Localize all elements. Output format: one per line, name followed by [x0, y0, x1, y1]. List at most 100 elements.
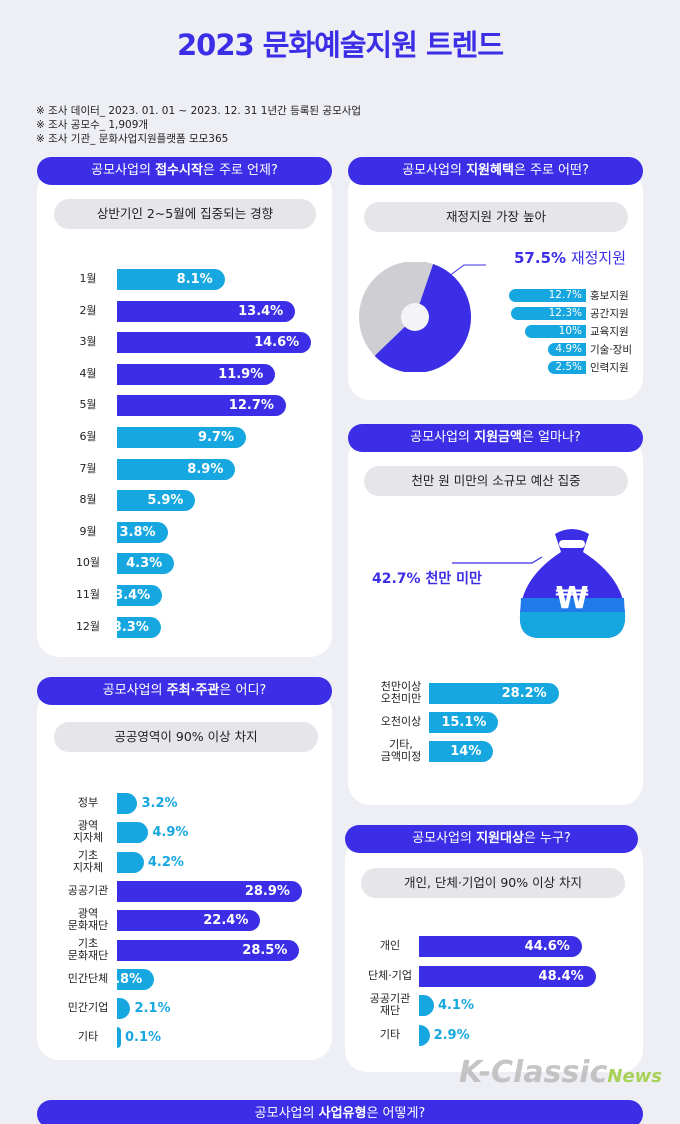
category-label: 6월	[79, 430, 97, 443]
pie-main-name: 재정지원	[570, 249, 627, 267]
category-label: 10월	[75, 556, 101, 570]
legend-bar: 2.5%	[548, 361, 586, 374]
value-label: 3.4%	[114, 588, 151, 603]
tab-bold: 지원대상	[476, 831, 524, 846]
category-label: 7월	[79, 461, 97, 475]
data-bar	[117, 458, 236, 480]
category-label: 2월	[79, 303, 97, 317]
category-label: 공공기관 재단	[369, 992, 411, 1017]
category-label: 민간단체	[67, 971, 109, 985]
value-label: 15.1%	[441, 715, 487, 730]
value-label: 3.2%	[141, 796, 178, 811]
tab-text: 은 주로 언제?	[202, 163, 278, 178]
callout-line	[452, 556, 543, 564]
category-label: 정부	[77, 796, 99, 809]
value-label: 8.9%	[187, 461, 224, 477]
amount-main-label: 42.7% 천만 미만	[372, 571, 482, 587]
category-label: 광역 지자체	[72, 819, 104, 845]
won-symbol: ₩	[555, 581, 588, 616]
value-label: 28.2%	[501, 686, 547, 701]
category-label: 기타	[379, 1027, 401, 1041]
legend-bar: 4.9%	[548, 343, 586, 356]
summary-pill: 공공영역이 90% 이상 차지	[54, 722, 318, 752]
tab-text: 은 얼마나?	[521, 430, 581, 445]
value-label: 3.3%	[112, 619, 149, 635]
category-label: 민간기업	[67, 1001, 109, 1015]
value-label: 14%	[450, 744, 482, 759]
tab-bold: 주최·주관	[166, 683, 220, 698]
data-bar	[117, 968, 155, 990]
data-bar	[117, 616, 161, 638]
value-label: 4.9%	[152, 825, 189, 841]
tab-business-type: 공모사업의 사업유형은 어떻게?	[37, 1100, 643, 1124]
data-bar	[117, 793, 138, 814]
legend-label: 홍보지원	[590, 290, 629, 302]
tab-text: 은 주로 어떤?	[513, 163, 589, 178]
tab-benefit: 공모사업의 지원혜택은 주로 어떤?	[348, 157, 643, 185]
category-label: 5월	[79, 398, 97, 412]
category-label: 광역 문화재단	[67, 907, 109, 933]
legend-label: 교육지원	[590, 326, 629, 338]
tab-bold: 지원혜택	[466, 163, 514, 178]
data-bar	[117, 490, 196, 512]
value-label: 2.9%	[433, 1027, 470, 1043]
summary-pill: 재정지원 가장 높아	[364, 202, 628, 232]
legend-label: 인력지원	[590, 362, 629, 374]
pie-main-label: 57.5% 재정지원	[514, 247, 626, 268]
category-label: 단체·기업	[368, 968, 412, 982]
tab-target: 공모사업의 지원대상은 누구?	[345, 825, 638, 853]
data-bar	[429, 712, 499, 733]
value-label: 12.7%	[228, 398, 274, 414]
legend-label: 기술·장비	[590, 344, 632, 356]
value-label: 11.9%	[218, 366, 264, 382]
data-bar	[117, 851, 144, 873]
value-label: 44.6%	[524, 939, 570, 954]
tab-text: 은 어디?	[219, 683, 267, 698]
tab-start-month: 공모사업의 접수시작은 주로 언제?	[37, 157, 332, 185]
value-label: 48.4%	[538, 968, 584, 984]
category-label: 개인	[379, 939, 401, 952]
value-label: 2.1%	[134, 1001, 171, 1017]
category-label: 천만이상 오천미만	[380, 680, 422, 705]
value-label: 3.8%	[119, 524, 156, 540]
pie-callout	[440, 264, 486, 283]
data-bar	[117, 822, 149, 844]
category-label: 4월	[79, 366, 97, 380]
category-label: 11월	[75, 588, 101, 601]
value-label: 4.1%	[437, 998, 475, 1013]
data-bar	[117, 585, 163, 606]
meta-line: ※ 조사 기관_ 문화사업지원플랫폼 모모365	[36, 133, 229, 145]
summary-pill: 천만 원 미만의 소규모 예산 집중	[364, 466, 628, 496]
survey-meta: ※ 조사 데이터_ 2023. 01. 01 ~ 2023. 12. 31 1년…	[36, 104, 361, 146]
summary-pill: 상반기인 2~5월에 집중되는 경향	[54, 199, 316, 229]
category-label: 3월	[79, 335, 97, 349]
pie-main-value: 57.5%	[514, 249, 567, 267]
watermark-sub: News	[607, 1066, 662, 1087]
tab-text: 공모사업의	[102, 683, 167, 698]
watermark-text: K-Classic	[459, 1055, 608, 1090]
category-label: 8월	[79, 493, 97, 507]
value-label: 9.7%	[197, 430, 234, 445]
data-bar	[117, 910, 261, 932]
legend-bar: 12.3%	[510, 307, 586, 320]
pie-center	[401, 303, 429, 331]
tab-text: 공모사업의	[91, 163, 156, 178]
tab-text: 공모사업의	[402, 163, 467, 178]
category-label: 1월	[79, 272, 97, 285]
value-label: 14.6%	[254, 335, 300, 351]
value-label: 4.3%	[126, 556, 163, 572]
legend-label: 공간지원	[590, 308, 629, 320]
data-bar	[117, 998, 131, 1020]
tab-text: 공모사업의	[412, 831, 477, 846]
data-bar	[117, 269, 225, 290]
data-bar	[419, 995, 434, 1016]
category-label: 9월	[79, 524, 97, 538]
category-label: 기타, 금액미정	[380, 738, 422, 763]
category-label: 12월	[75, 619, 101, 633]
data-bar	[117, 939, 300, 961]
category-label: 오천이상	[380, 715, 422, 728]
meta-line: ※ 조사 데이터_ 2023. 01. 01 ~ 2023. 12. 31 1년…	[36, 105, 362, 117]
value-label: 5.8%	[106, 971, 143, 987]
data-bar	[117, 427, 246, 448]
data-bar	[117, 332, 312, 354]
